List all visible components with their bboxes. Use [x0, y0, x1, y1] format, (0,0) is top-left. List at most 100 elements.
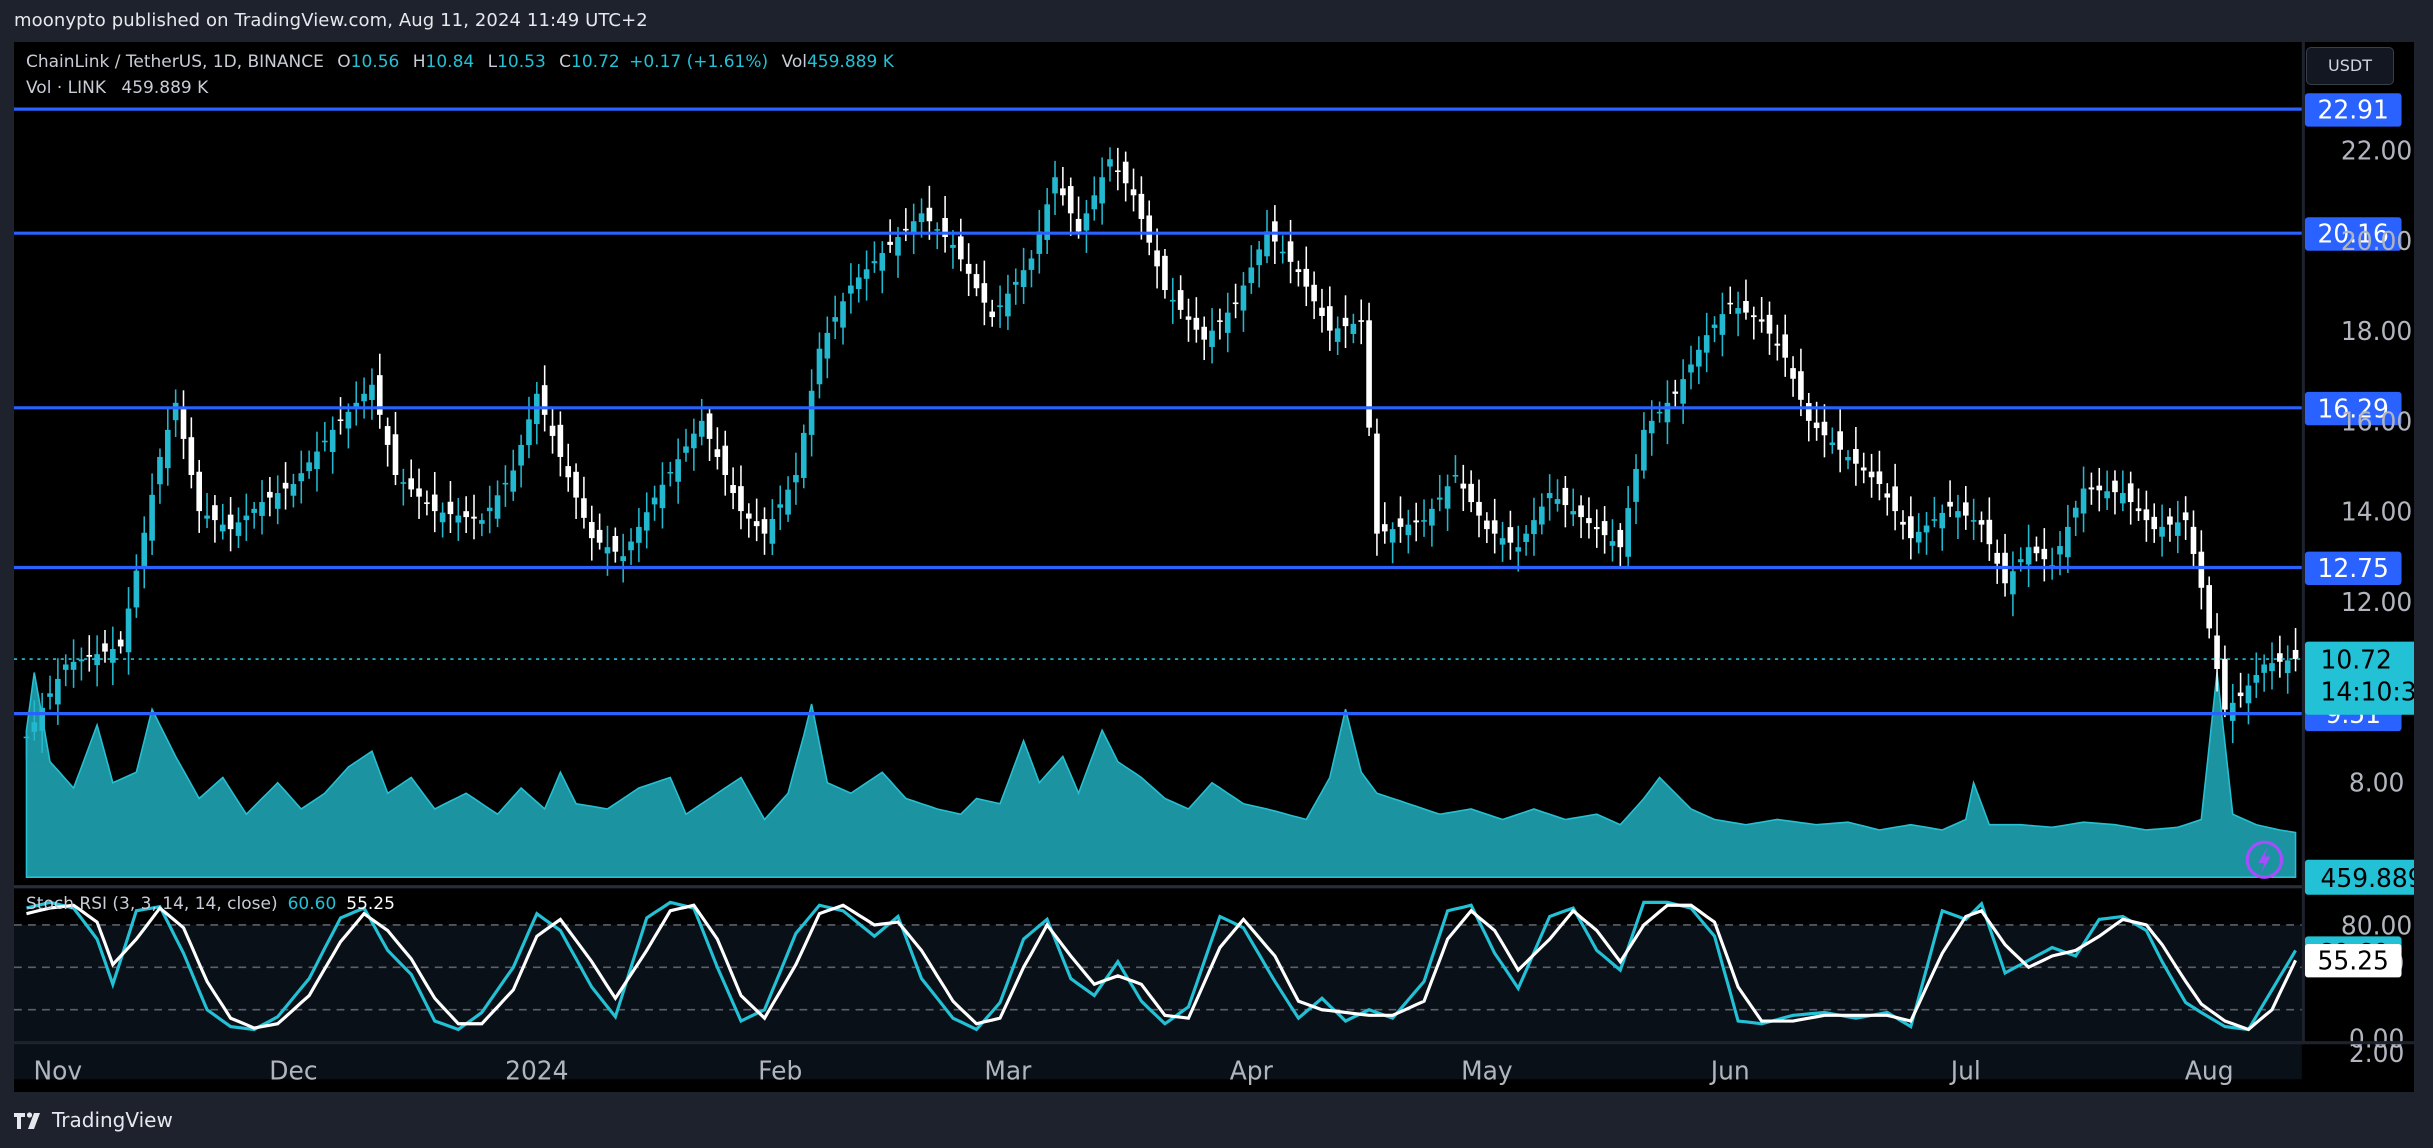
candle-body — [746, 513, 752, 519]
candle-body — [463, 511, 469, 518]
candle-body — [1813, 422, 1820, 429]
candle-body — [581, 498, 587, 518]
level-label-1: 20.16 — [2318, 220, 2389, 249]
price-tick-1: 20.00 — [2341, 227, 2412, 256]
candle-body — [997, 305, 1003, 307]
volume-legend: Vol · LINK 459.889 K — [26, 78, 208, 98]
last-price-label: 10.72 — [2320, 645, 2391, 674]
ohlc-legend: ChainLink / TetherUS, 1D, BINANCE O10.56… — [26, 52, 894, 72]
time-label-6: May — [1461, 1056, 1513, 1085]
candle-body — [518, 444, 524, 466]
candle-body — [957, 236, 964, 260]
stoch-rsi-label[interactable]: Stoch RSI (3, 3, 14, 14, close) — [26, 894, 278, 914]
candle-body — [1052, 177, 1058, 194]
candle-body — [2041, 548, 2048, 560]
candle-body — [1578, 505, 1584, 518]
candle-body — [965, 263, 972, 274]
countdown-label: 14:10:33 — [2320, 677, 2414, 706]
candle-body — [2033, 546, 2040, 554]
candle-body — [1429, 508, 1435, 526]
price-tick-4: 14.00 — [2341, 497, 2412, 526]
candle-body — [667, 471, 674, 474]
candle-body — [1853, 449, 1859, 464]
candle-body — [125, 608, 132, 653]
candle-body — [1774, 343, 1781, 346]
candle-body — [78, 659, 85, 662]
candle-body — [620, 556, 626, 562]
candle-body — [730, 485, 736, 494]
candle-body — [494, 495, 501, 519]
candle-body — [596, 529, 603, 543]
candle-body — [1837, 431, 1843, 450]
candle-body — [1484, 520, 1490, 530]
candle-body — [1868, 471, 1875, 478]
time-label-4: Mar — [984, 1056, 1032, 1085]
candle-body — [1468, 483, 1474, 503]
candle-body — [549, 425, 556, 436]
time-label-8: Jul — [1949, 1056, 1981, 1085]
candle-body — [1601, 521, 1608, 536]
candle-body — [1036, 231, 1043, 254]
candle-body — [934, 229, 941, 231]
candle-body — [879, 253, 886, 271]
price-chart[interactable]: 22.9120.1616.2912.759.5122.0020.0018.001… — [14, 42, 2414, 1092]
level-label-3: 12.75 — [2318, 554, 2389, 583]
candle-body — [1177, 290, 1184, 310]
candle-body — [2143, 509, 2150, 521]
candle-body — [322, 440, 328, 443]
price-tick-6: 8.00 — [2349, 768, 2405, 797]
candle-body — [918, 213, 925, 223]
vol-label: Vol — [781, 52, 807, 72]
candle-body — [1327, 306, 1333, 331]
candle-body — [1860, 467, 1867, 471]
candle-body — [1091, 195, 1098, 210]
candle-body — [1389, 529, 1396, 543]
currency-button[interactable]: USDT — [2306, 47, 2394, 85]
candle-body — [2269, 663, 2275, 672]
candle-body — [408, 478, 414, 490]
footer-brand[interactable]: TradingView — [14, 1108, 173, 1132]
pane-separator — [14, 885, 2414, 889]
candle-body — [1703, 335, 1710, 353]
last-price-tag — [2304, 641, 2414, 715]
candle-body — [604, 547, 611, 554]
chart-panel[interactable]: 22.9120.1616.2912.759.5122.0020.0018.001… — [14, 42, 2414, 1092]
candle-body — [1248, 267, 1255, 283]
candle-body — [612, 536, 619, 552]
candle-body — [1146, 215, 1153, 243]
candle-body — [1562, 487, 1569, 506]
low-value: 10.53 — [497, 52, 546, 72]
candle-body — [1366, 320, 1372, 428]
candle-body — [1138, 193, 1145, 219]
candle-body — [1303, 268, 1310, 287]
candle-body — [2292, 649, 2299, 660]
candle-body — [1405, 524, 1412, 536]
volume-area — [25, 672, 2297, 879]
symbol-title[interactable]: ChainLink / TetherUS, 1D, BINANCE — [26, 52, 324, 72]
candle-body — [110, 649, 116, 663]
candle-body — [2159, 526, 2165, 537]
candle-body — [1413, 520, 1419, 523]
candle-body — [219, 524, 226, 532]
candle-body — [102, 643, 108, 652]
candle-body — [1075, 218, 1082, 232]
candle-body — [141, 532, 148, 567]
candle-body — [698, 420, 705, 437]
candle-body — [479, 520, 485, 524]
candle-body — [447, 501, 454, 515]
candle-body — [1758, 319, 1765, 322]
candle-body — [1939, 512, 1946, 529]
volume-legend-label[interactable]: Vol · LINK — [26, 78, 106, 98]
candle-body — [1460, 483, 1467, 489]
candle-body — [1696, 349, 1702, 367]
price-tick-2: 18.00 — [2341, 317, 2412, 346]
candle-body — [628, 541, 634, 551]
candle-body — [1436, 497, 1443, 500]
candle-body — [863, 269, 870, 279]
candle-body — [2017, 559, 2024, 563]
candle-body — [400, 482, 407, 484]
candle-body — [1507, 527, 1514, 543]
candle-body — [1264, 231, 1270, 257]
stoch-tick-1: 0.00 — [2349, 1024, 2405, 1053]
volume-legend-value: 459.889 K — [121, 78, 209, 98]
